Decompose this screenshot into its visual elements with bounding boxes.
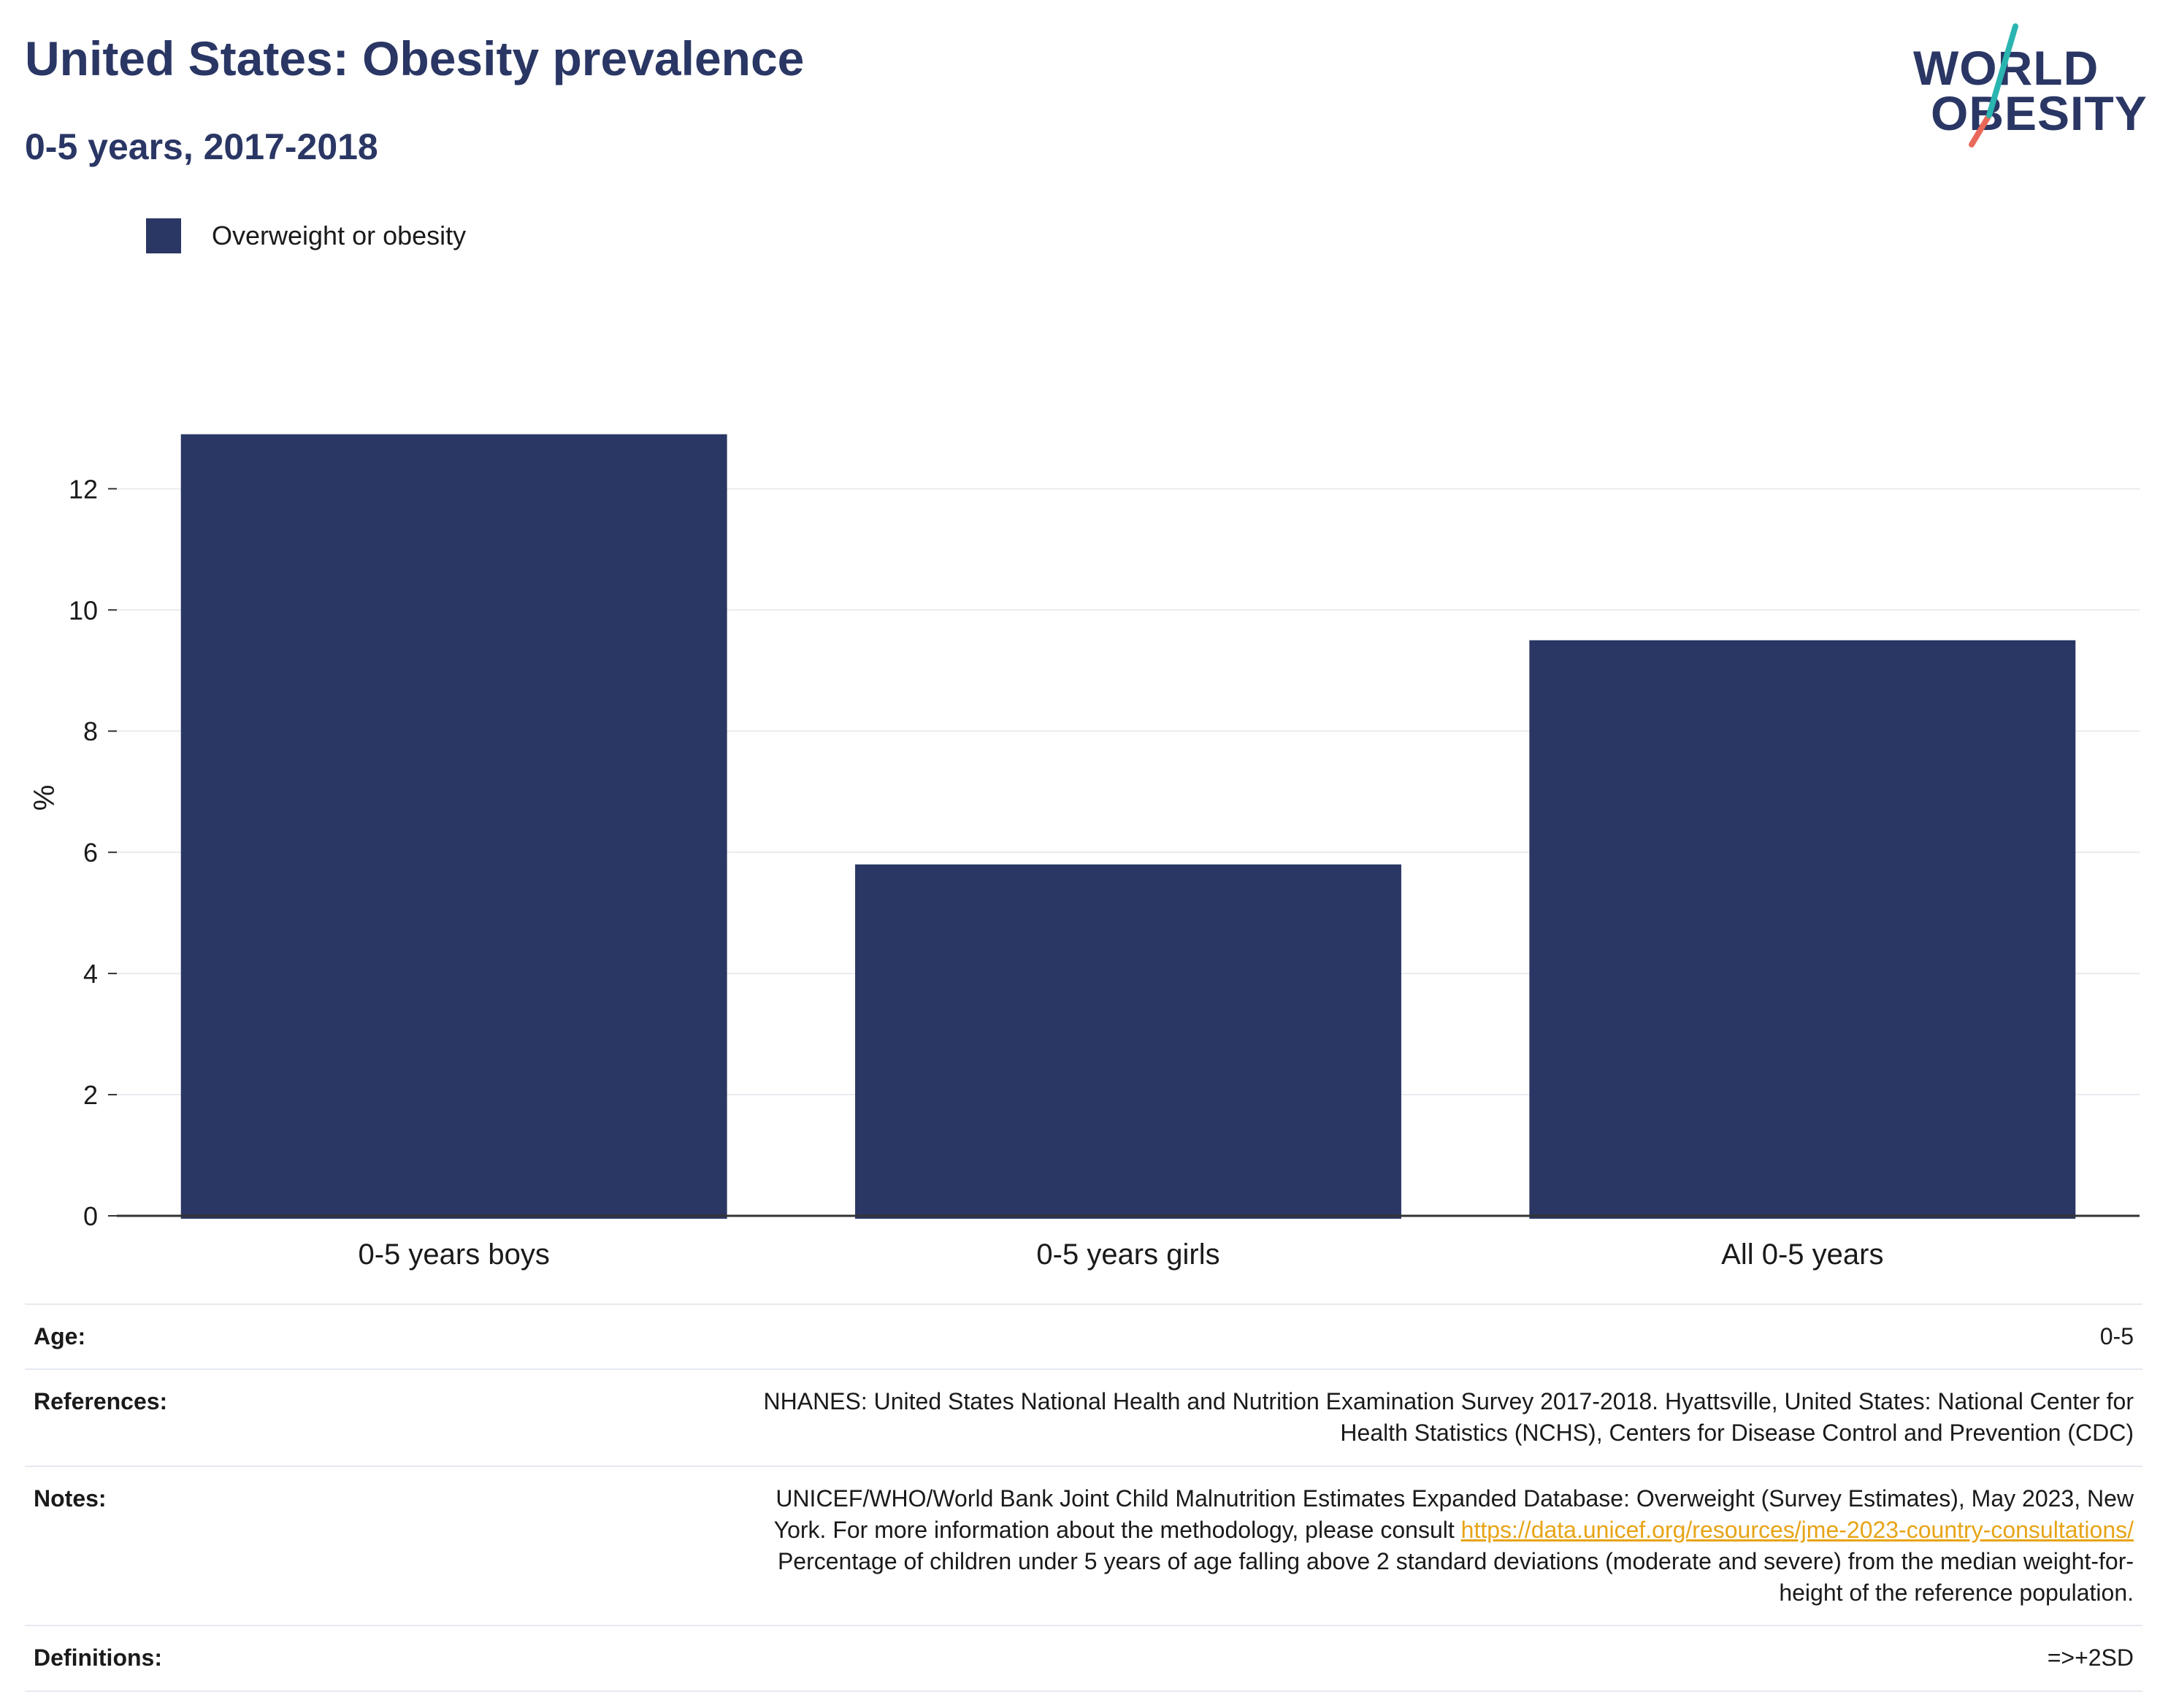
meta-key-references: References: [25,1368,334,1467]
bar[interactable] [855,864,1401,1219]
meta-value-age: 0-5 [334,1303,2142,1371]
logo-slash-icon [1969,23,2018,148]
bar[interactable] [1529,640,2076,1219]
x-axis-labels: 0-5 years boys 0-5 years girls All 0-5 yea… [358,1238,1883,1271]
legend-swatch [146,218,181,253]
notes-line-4: height of the reference population. [1779,1579,2134,1606]
chart-title: United States: Obesity prevalence [25,31,805,85]
chart-legend[interactable]: Overweight or obesity [146,218,466,254]
y-axis-ticks: 0 2 4 6 8 10 12 [69,474,117,1231]
y-tick-label: 0 [83,1201,98,1231]
notes-line-1: UNICEF/WHO/World Bank Joint Child Malnut… [775,1485,2134,1512]
legend-label: Overweight or obesity [212,221,467,250]
chart-subtitle: 0-5 years, 2017-2018 [25,126,378,167]
bar[interactable] [180,434,727,1219]
y-tick-label: 10 [69,595,98,625]
meta-key-age: Age: [25,1303,334,1371]
notes-line-3: Percentage of children under 5 years of … [777,1547,2134,1574]
y-tick-label: 4 [83,959,98,989]
y-tick-label: 6 [83,838,98,868]
references-line-1: NHANES: United States National Health an… [763,1388,2134,1415]
meta-value-notes: UNICEF/WHO/World Bank Joint Child Malnut… [334,1465,2142,1627]
y-axis-title: % [28,785,61,811]
meta-key-notes: Notes: [25,1465,334,1627]
world-obesity-logo: WORLD OBESITY [1899,22,2147,153]
metadata-table: Age: 0-5 References: NHANES: United Stat… [25,1303,2142,1692]
x-category-label: All 0-5 years [1721,1238,1883,1271]
meta-row-age: Age: 0-5 [25,1303,2142,1371]
notes-line-2-prefix: York. For more information about the met… [773,1516,1461,1543]
meta-row-notes: Notes: UNICEF/WHO/World Bank Joint Child… [25,1465,2142,1627]
logo-line-2: OBESITY [1931,86,2148,140]
y-tick-label: 12 [69,474,98,504]
x-category-label: 0-5 years girls [1036,1238,1219,1271]
references-line-2: Health Statistics (NCHS), Centers for Di… [1340,1420,2134,1447]
y-tick-label: 8 [83,716,98,746]
bar-chart: 0 2 4 6 8 10 12 0-5 years boys 0-5 years girls A… [28,434,2140,1271]
meta-key-definitions: Definitions: [25,1625,334,1692]
meta-row-definitions: Definitions: =>+2SD [25,1625,2142,1692]
meta-value-references: NHANES: United States National Health an… [334,1368,2142,1467]
y-tick-label: 2 [83,1080,98,1110]
meta-value-definitions: =>+2SD [334,1625,2142,1692]
bars [180,434,2076,1219]
meta-row-references: References: NHANES: United States Nation… [25,1368,2142,1467]
x-category-label: 0-5 years boys [358,1238,549,1271]
notes-link[interactable]: https://data.unicef.org/resources/jme-20… [1460,1516,2134,1543]
